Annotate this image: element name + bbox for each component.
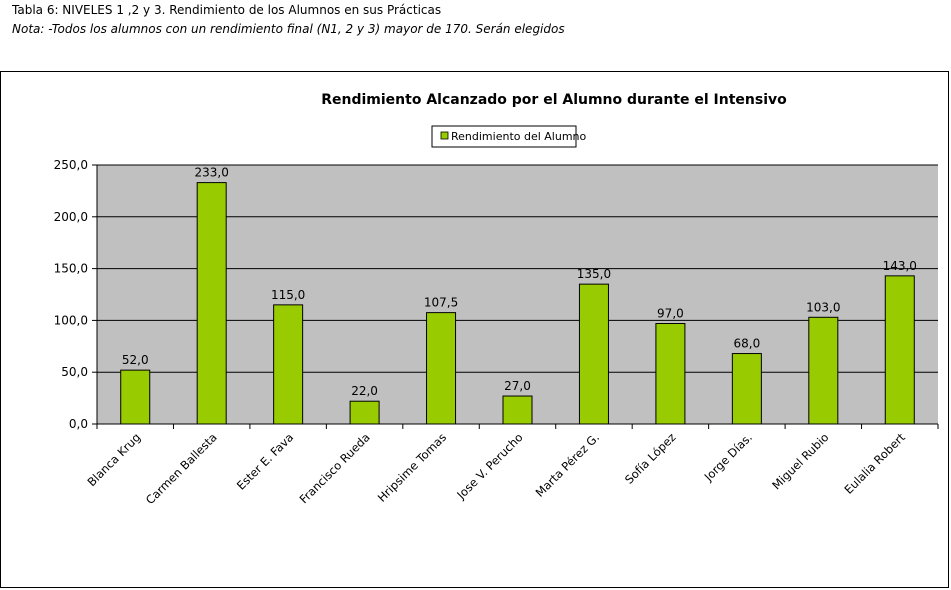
bar-value-label: 135,0 — [577, 267, 611, 281]
bar — [731, 353, 762, 425]
x-category-label: Marta Pérez G. — [533, 430, 603, 500]
y-tick-label: 250,0 — [54, 158, 88, 172]
bar-value-label: 97,0 — [657, 307, 684, 321]
table-note: Nota: -Todos los alumnos con un rendimie… — [12, 22, 565, 36]
legend-swatch — [440, 131, 449, 140]
x-category-label: Miguel Rubio — [769, 430, 831, 492]
bar — [196, 182, 227, 425]
table-caption: Tabla 6: NIVELES 1 ,2 y 3. Rendimiento d… — [12, 3, 442, 17]
x-category-label: Jorge Días. — [701, 430, 755, 484]
bar-value-label: 27,0 — [504, 379, 531, 393]
bar — [273, 304, 304, 425]
bar-value-label: 68,0 — [734, 337, 761, 351]
legend-label: Rendimiento del Alumno — [451, 130, 587, 143]
bar-value-label: 143,0 — [883, 259, 917, 273]
bar-value-label: 115,0 — [271, 288, 305, 302]
x-category-label: Carmen Ballesta — [143, 430, 220, 507]
legend: Rendimiento del Alumno — [431, 125, 587, 148]
bar — [884, 275, 915, 425]
y-tick-label: 200,0 — [54, 210, 88, 224]
chart-title: Rendimiento Alcanzado por el Alumno dura… — [321, 92, 787, 108]
bar — [349, 400, 380, 425]
bar — [578, 283, 609, 425]
y-tick-label: 0,0 — [69, 417, 88, 431]
x-axis: Blanca Krug Carmen Ballesta Ester E. Fava F… — [84, 424, 939, 507]
bar-value-label: 52,0 — [122, 353, 149, 367]
bar — [120, 369, 151, 425]
bar — [502, 395, 533, 425]
bar-value-label: 103,0 — [806, 300, 840, 314]
bar — [426, 312, 457, 425]
gridlines — [97, 164, 938, 373]
bar-chart: Rendimiento Alcanzado por el Alumno dura… — [54, 92, 939, 507]
y-axis: 0,0 50,0 100,0 150,0 200,0 250,0 — [54, 158, 97, 431]
y-tick-label: 100,0 — [54, 313, 88, 327]
bar-value-label: 22,0 — [351, 384, 378, 398]
bar — [808, 316, 839, 425]
x-category-label: Sofía López — [622, 430, 679, 487]
x-category-label: Blanca Krug — [84, 430, 143, 489]
bar — [655, 323, 686, 425]
bar-value-label: 233,0 — [195, 166, 229, 180]
x-category-label: Ester E. Fava — [234, 430, 296, 492]
legend-box — [431, 125, 577, 148]
y-tick-label: 150,0 — [54, 262, 88, 276]
data-labels: 52,0 233,0 115,0 22,0 107,5 27,0 135,0 97,0 68,0… — [122, 166, 917, 399]
x-category-label: Eulalia Robert — [841, 430, 908, 497]
x-category-label: Hripsime Tomas — [375, 430, 449, 504]
x-category-label: Francisco Rueda — [297, 430, 373, 506]
chart-area: Rendimiento Alcanzado por el Alumno dura… — [0, 71, 949, 588]
x-category-label: Jose V. Perucho — [453, 430, 525, 502]
bar-value-label: 107,5 — [424, 296, 458, 310]
plot-background — [97, 165, 938, 424]
bars — [120, 182, 915, 425]
y-tick-label: 50,0 — [61, 365, 88, 379]
